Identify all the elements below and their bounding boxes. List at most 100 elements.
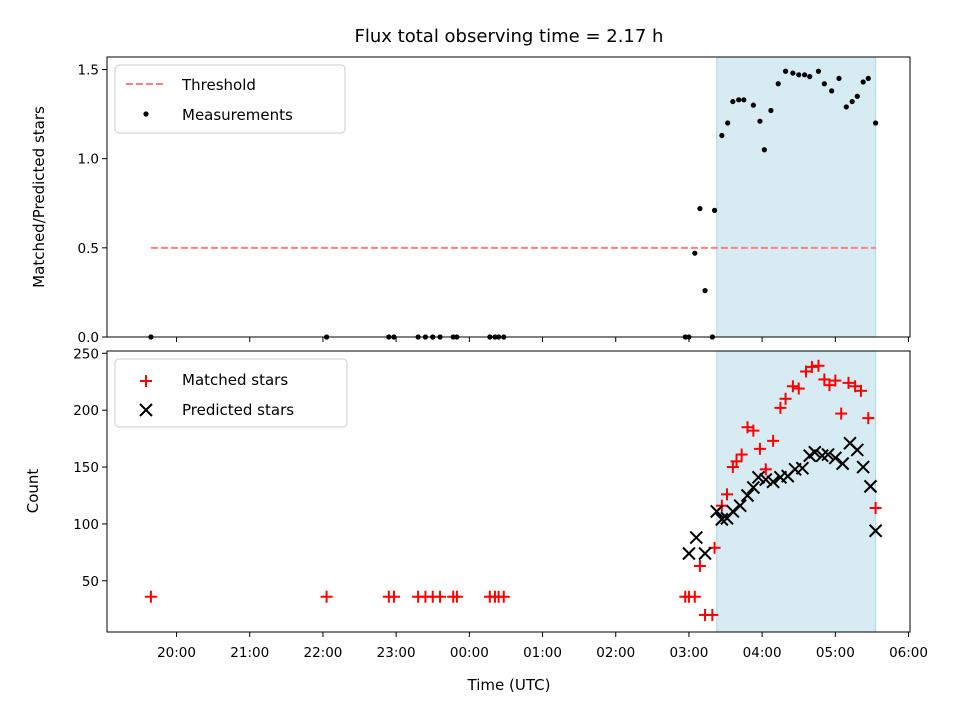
predicted-stars-point — [698, 546, 712, 561]
matched-stars-point — [759, 463, 772, 476]
matched-stars-point — [730, 455, 743, 468]
ratio-x-ticks — [176, 337, 910, 342]
measurement-point — [761, 147, 767, 153]
predicted-stars-point-b — [759, 472, 773, 487]
predicted-stars-point-b — [751, 470, 766, 484]
predicted-stars-point-b — [689, 530, 703, 545]
x-tick-label: 04:00 — [743, 645, 782, 661]
matched-stars-point — [721, 488, 734, 501]
matched-stars-point — [320, 590, 333, 603]
observing-span-shade — [716, 56, 877, 338]
count-panel: 50 100 150 200 250 20:00 21:00 22:00 23:00 00:00… — [24, 346, 928, 694]
x-tick-label: 00:00 — [450, 645, 489, 661]
predicted-stars-point — [751, 470, 766, 484]
measurement-point — [692, 250, 698, 256]
predicted-stars-point-b — [740, 488, 755, 503]
count-panel-frame — [106, 350, 911, 633]
measurement-point — [860, 79, 866, 85]
x-tick-label: 23:00 — [377, 645, 416, 661]
predicted-stars-point — [733, 499, 747, 513]
matched-stars-point — [144, 590, 157, 603]
y-tick-label: 200 — [73, 403, 99, 419]
predicted-stars-point — [766, 475, 780, 489]
x-tick-label: 05:00 — [816, 645, 855, 661]
y-tick-label: 0.5 — [78, 241, 99, 257]
ratio-panel-frame — [106, 56, 911, 338]
predicted-stars-point-b — [868, 524, 883, 538]
matched-stars-point — [706, 608, 719, 621]
matched-stars-point — [753, 442, 766, 455]
matched-stars-point — [869, 501, 882, 514]
matched-stars-point — [854, 384, 867, 397]
predicted-stars-point — [715, 512, 729, 527]
matched-stars-point — [747, 424, 760, 437]
matched-stars-point — [812, 359, 825, 372]
legend-measurements-label: Measurements — [182, 106, 293, 124]
matched-stars-point — [693, 560, 706, 573]
predicted-stars-point — [689, 530, 703, 545]
y-tick-label: 250 — [73, 346, 99, 362]
predicted-stars-point-b — [843, 436, 857, 450]
measurement-point — [736, 97, 742, 103]
measurement-point — [711, 207, 718, 213]
predicted-stars-point — [856, 460, 870, 474]
ratio-legend: Threshold Measurements — [114, 64, 346, 134]
matched-stars-point — [805, 360, 818, 373]
predicted-stars-point-b — [746, 480, 761, 495]
predicted-stars-point-b — [828, 451, 843, 465]
y-tick-label: 1.5 — [78, 62, 99, 78]
predicted-stars-point-b — [863, 479, 878, 494]
legend-matched-label: Matched stars — [182, 371, 288, 389]
measurement-point — [725, 120, 731, 126]
y-tick-label: 100 — [73, 517, 99, 533]
x-tick-label: 21:00 — [230, 645, 269, 661]
matched-stars-point — [434, 590, 447, 603]
ratio-y-ticks: 0.0 0.5 1.0 1.5 — [78, 62, 107, 346]
measurement-point — [790, 70, 796, 76]
predicted-stars-point-b — [733, 499, 747, 513]
count-plot-area — [144, 350, 883, 633]
measurement-point — [719, 132, 725, 139]
predicted-stars-point-b — [795, 461, 810, 475]
measurement-point — [821, 81, 827, 87]
predicted-stars-point-b — [710, 504, 724, 519]
measurement-point — [757, 118, 763, 124]
predicted-stars-point-b — [766, 475, 780, 489]
matched-stars-point — [829, 374, 842, 387]
y-tick-label: 50 — [82, 574, 99, 590]
measurement-point — [782, 68, 789, 74]
y-tick-label: 150 — [73, 460, 99, 476]
measurement-point — [849, 98, 855, 105]
measurement-point — [843, 104, 849, 110]
measurement-point — [768, 107, 774, 114]
predicted-stars-point-b — [821, 447, 835, 462]
chart-title: Flux total observing time = 2.17 h — [355, 26, 664, 47]
count-x-ticks: 20:00 21:00 22:00 23:00 00:00 01:00 02:00 03:00… — [157, 632, 928, 661]
matched-stars-point — [497, 590, 510, 603]
measurement-point — [730, 98, 736, 105]
x-tick-label: 22:00 — [303, 645, 342, 661]
predicted-stars-point — [682, 546, 696, 561]
matched-stars-point — [842, 376, 855, 389]
ratio-panel: 0.0 0.5 1.0 1.5 Matched/Predicted stars Thr… — [30, 56, 911, 346]
ratio-legend-box — [114, 64, 346, 134]
matched-stars-point — [735, 448, 748, 461]
predicted-stars-point — [828, 451, 843, 465]
predicted-stars-point-b — [835, 456, 850, 471]
predicted-stars-point-b — [808, 445, 822, 459]
x-tick-label: 03:00 — [669, 645, 708, 661]
predicted-stars-point-b — [850, 443, 865, 457]
x-tick-label: 01:00 — [523, 645, 562, 661]
predicted-stars-point — [795, 461, 810, 475]
x-tick-label: 02:00 — [596, 645, 635, 661]
count-y-ticks: 50 100 150 200 250 — [73, 346, 107, 590]
measurement-point — [807, 74, 813, 80]
matched-stars-point — [387, 590, 400, 603]
measurement-point — [836, 75, 842, 82]
matched-stars-point — [835, 407, 848, 420]
matched-stars-point — [688, 590, 701, 603]
predicted-stars-point-b — [726, 504, 740, 519]
legend-measurements-marker-icon — [143, 111, 149, 117]
matched-stars-point — [774, 401, 787, 414]
